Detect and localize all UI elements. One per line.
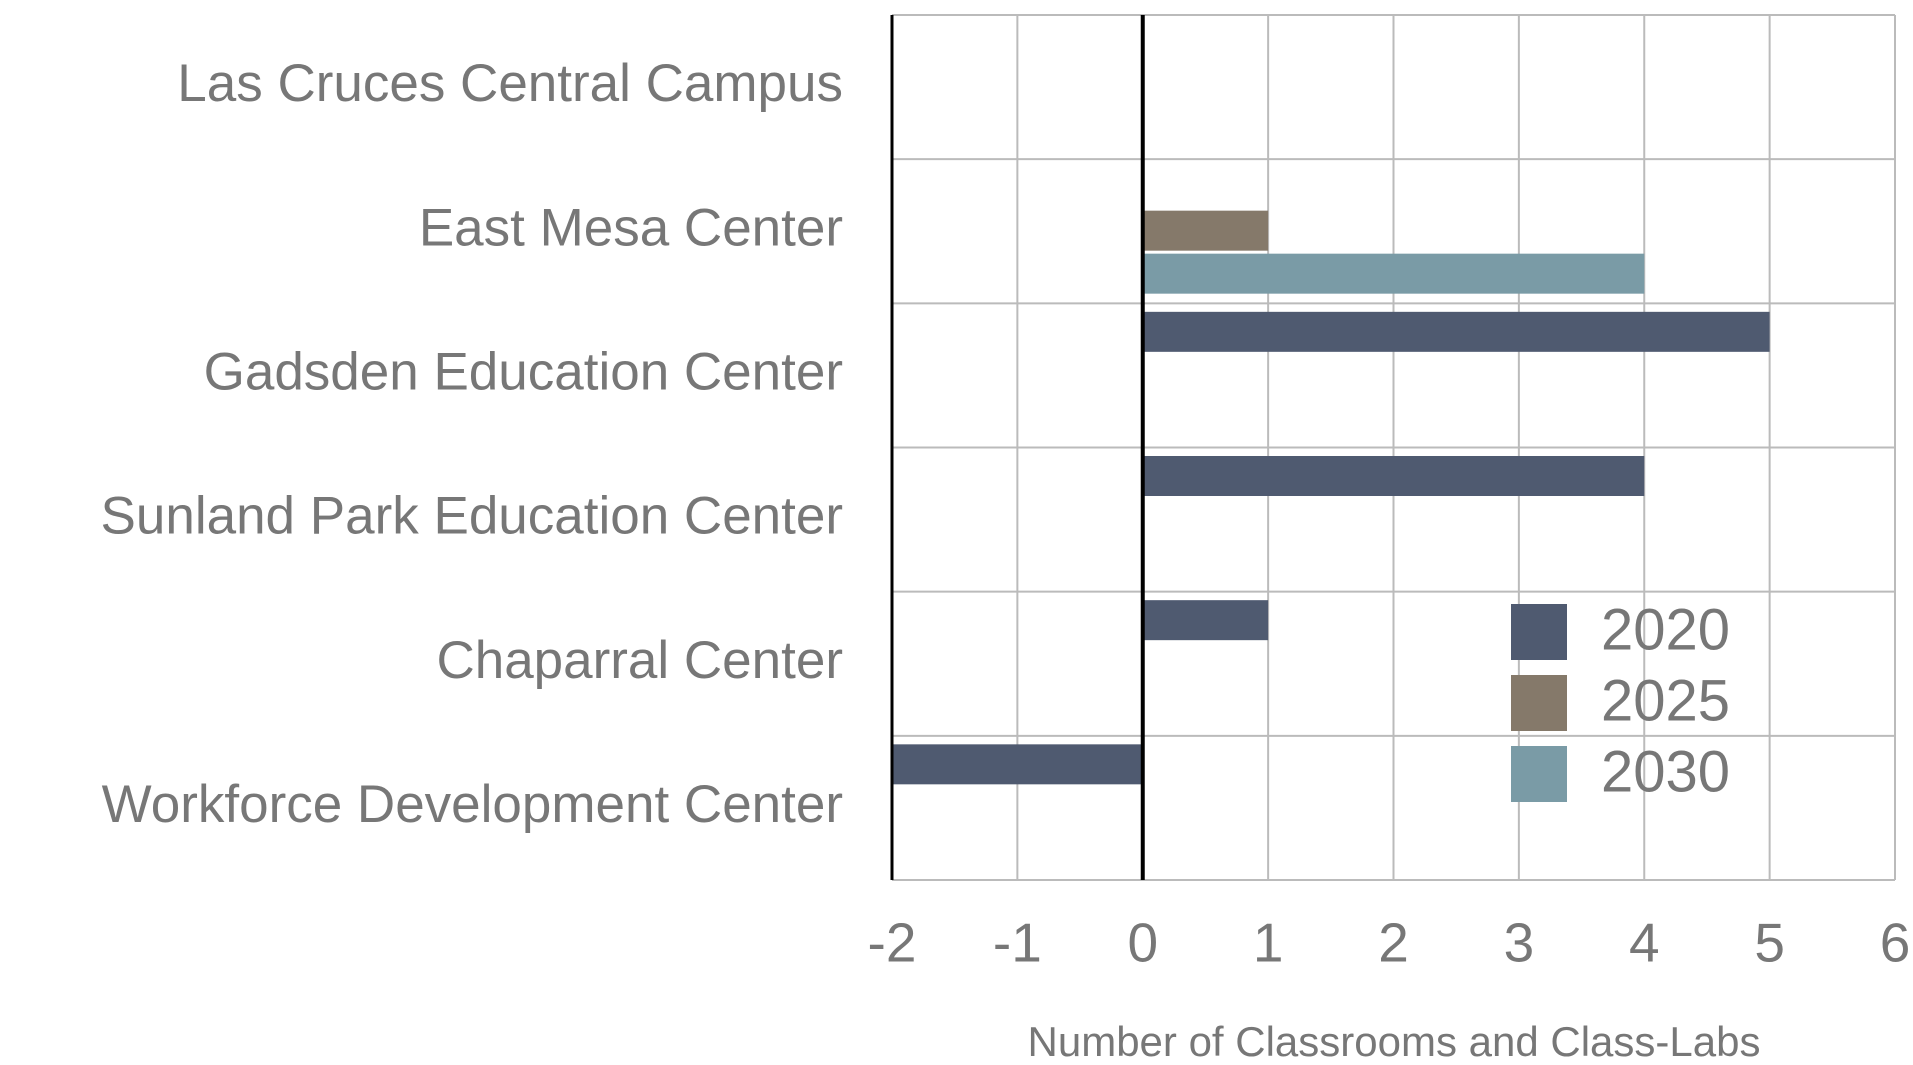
x-tick-label: 4 — [1629, 912, 1660, 974]
x-tick-label: -1 — [993, 912, 1042, 974]
y-tick-label: Chaparral Center — [436, 631, 843, 690]
bar — [1142, 600, 1269, 641]
x-tick-label: 6 — [1880, 912, 1911, 974]
legend-swatch — [1511, 675, 1567, 731]
y-tick-label: Sunland Park Education Center — [101, 487, 843, 546]
bar — [1142, 311, 1770, 352]
bar — [1142, 210, 1269, 251]
legend-label: 2025 — [1601, 668, 1730, 733]
bar — [1142, 456, 1645, 496]
y-tick-label: Workforce Development Center — [102, 775, 843, 834]
legend-label: 2030 — [1601, 739, 1730, 804]
y-tick-label: Las Cruces Central Campus — [177, 54, 843, 113]
legend-swatch — [1511, 604, 1567, 660]
x-axis-title: Number of Classrooms and Class-Labs — [1028, 1018, 1761, 1065]
bar — [892, 744, 1143, 785]
y-tick-label: Gadsden Education Center — [204, 342, 843, 401]
bar — [1142, 253, 1645, 294]
x-tick-label: -2 — [868, 912, 917, 974]
x-tick-label: 5 — [1754, 912, 1785, 974]
y-tick-label: East Mesa Center — [419, 198, 843, 257]
x-tick-label: 0 — [1127, 912, 1158, 974]
legend-swatch — [1511, 746, 1567, 802]
x-tick-label: 1 — [1253, 912, 1284, 974]
legend-label: 2020 — [1601, 597, 1730, 662]
x-tick-label: 3 — [1504, 912, 1535, 974]
x-tick-label: 2 — [1378, 912, 1409, 974]
